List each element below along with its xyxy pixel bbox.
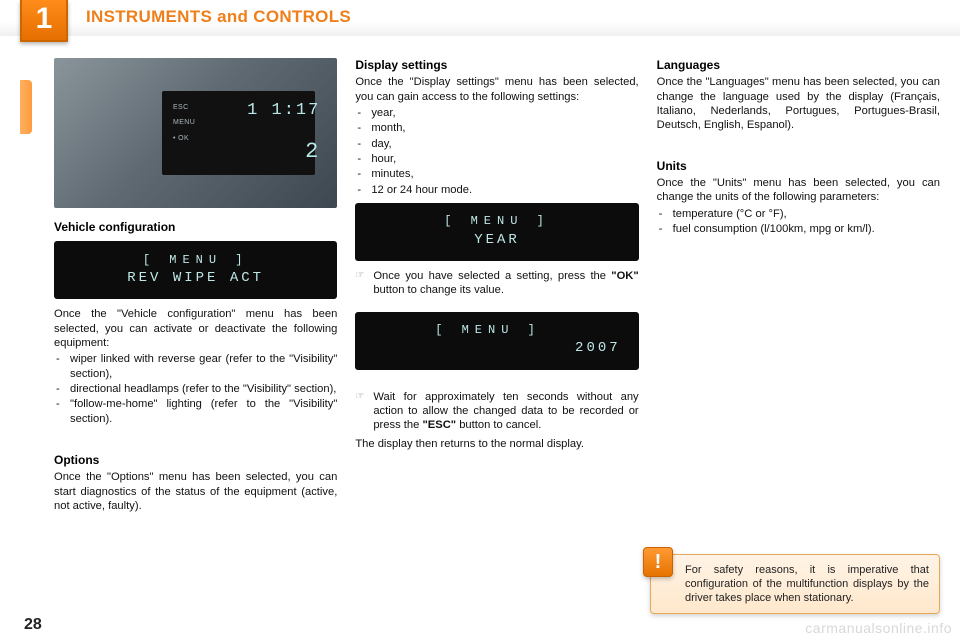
list-item: minutes, — [355, 167, 638, 181]
options-text: Once the "Options" menu has been selecte… — [54, 470, 337, 513]
column-3: Languages Once the "Languages" menu has … — [657, 58, 940, 614]
units-intro: Once the "Units" menu has been selected,… — [657, 176, 940, 205]
lcd-year: [ MENU ] YEAR — [355, 203, 638, 261]
lcd-line2: 2007 — [575, 340, 621, 358]
chapter-number: 1 — [20, 0, 68, 42]
list-item: year, — [355, 106, 638, 120]
units-list: temperature (°C or °F), fuel consumption… — [657, 207, 940, 237]
list-item: month, — [355, 121, 638, 135]
photo-btn-ok: • OK — [173, 131, 195, 146]
warning-icon: ! — [643, 547, 673, 577]
step2-bold: "ESC" — [422, 419, 456, 431]
column-2: Display settings Once the "Display setti… — [355, 58, 638, 614]
photo-readout-num: 2 — [247, 138, 320, 166]
dashboard-photo: ESC MENU • OK 1 1:17 2 — [54, 58, 337, 208]
vehicle-config-list: wiper linked with reverse gear (refer to… — [54, 352, 337, 426]
page-title: INSTRUMENTS and CONTROLS — [86, 7, 351, 27]
photo-button-labels: ESC MENU • OK — [173, 100, 195, 146]
watermark: carmanualsonline.info — [805, 620, 952, 636]
lcd-line1: [ MENU ] — [143, 253, 249, 268]
step-list-2: Wait for approximately ten seconds witho… — [355, 390, 638, 433]
list-item: day, — [355, 137, 638, 151]
list-item: 12 or 24 hour mode. — [355, 183, 638, 197]
display-outro: The display then returns to the normal d… — [355, 437, 638, 451]
options-heading: Options — [54, 453, 337, 468]
step2-post: button to cancel. — [456, 419, 541, 431]
list-item: directional headlamps (refer to the "Vis… — [54, 382, 337, 396]
step1-pre: Once you have selected a setting, press … — [373, 270, 611, 282]
column-1: ESC MENU • OK 1 1:17 2 Vehicle conﬁgurat… — [54, 58, 337, 614]
list-item: temperature (°C or °F), — [657, 207, 940, 221]
step-item: Once you have selected a setting, press … — [355, 269, 638, 298]
photo-btn-menu: MENU — [173, 115, 195, 130]
units-heading: Units — [657, 159, 940, 174]
list-item: fuel consumption (l/100km, mpg or km/l). — [657, 222, 940, 236]
photo-btn-esc: ESC — [173, 100, 195, 115]
vehicle-config-heading: Vehicle conﬁguration — [54, 220, 337, 235]
display-settings-list: year, month, day, hour, minutes, 12 or 2… — [355, 106, 638, 197]
list-item: wiper linked with reverse gear (refer to… — [54, 352, 337, 381]
content-columns: ESC MENU • OK 1 1:17 2 Vehicle conﬁgurat… — [54, 58, 940, 614]
lcd-line1: [ MENU ] — [444, 214, 550, 229]
step1-post: button to change its value. — [373, 284, 504, 296]
photo-readout: 1 1:17 2 — [247, 100, 320, 166]
languages-heading: Languages — [657, 58, 940, 73]
lcd-vehicle-config: [ MENU ] REV WIPE ACT — [54, 241, 337, 299]
display-settings-heading: Display settings — [355, 58, 638, 73]
lcd-2007: [ MENU ] 2007 — [355, 312, 638, 370]
display-settings-intro: Once the "Display settings" menu has bee… — [355, 75, 638, 104]
list-item: hour, — [355, 152, 638, 166]
page-number: 28 — [24, 616, 42, 634]
photo-readout-time: 1 1:17 — [247, 100, 320, 122]
step-item: Wait for approximately ten seconds witho… — [355, 390, 638, 433]
lcd-line2: REV WIPE ACT — [127, 270, 264, 288]
vehicle-config-intro: Once the "Vehicle conﬁguration" menu has… — [54, 307, 337, 350]
lcd-line1: [ MENU ] — [435, 323, 541, 338]
step-list-1: Once you have selected a setting, press … — [355, 269, 638, 298]
step1-bold: "OK" — [611, 270, 638, 282]
warning-text: For safety reasons, it is imperative tha… — [685, 564, 929, 604]
languages-text: Once the "Languages" menu has been selec… — [657, 75, 940, 132]
side-tab — [20, 80, 32, 134]
list-item: "follow-me-home" lighting (refer to the … — [54, 397, 337, 426]
lcd-line2: YEAR — [474, 232, 520, 250]
warning-callout: ! For safety reasons, it is imperative t… — [650, 554, 940, 614]
